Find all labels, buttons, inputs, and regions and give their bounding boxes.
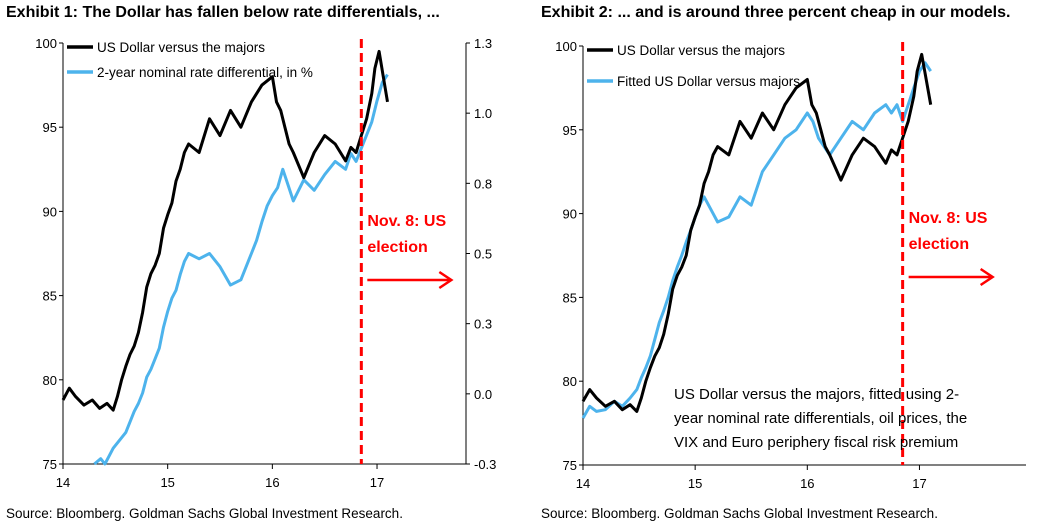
y-left-tick-label: 95 — [563, 123, 577, 138]
election-annotation-line1: Nov. 8: US — [367, 213, 446, 230]
y-right-tick-label: 0.0 — [474, 387, 492, 402]
series-line-usd — [581, 52, 933, 413]
y-left-tick-label: 80 — [563, 374, 577, 389]
y-right-tick-label: 0.3 — [474, 317, 492, 332]
y-right-tick-label: 0.5 — [474, 247, 492, 262]
x-tick-label: 16 — [265, 475, 279, 490]
y-left-tick-label: 90 — [563, 207, 577, 222]
y-left-tick-label: 75 — [43, 457, 57, 472]
chart-note-line: US Dollar versus the majors, fitted usin… — [674, 386, 959, 403]
y-left-tick-label: 95 — [43, 120, 57, 135]
chart-note-line: year nominal rate differentials, oil pri… — [674, 410, 967, 427]
election-arrow-head — [438, 270, 454, 290]
exhibit1-title: Exhibit 1: The Dollar has fallen below r… — [6, 4, 440, 21]
x-tick-label: 15 — [160, 475, 174, 490]
exhibit2-title: Exhibit 2: ... and is around three perce… — [541, 4, 1011, 21]
legend-label-1: 2-year nominal rate differential, in % — [97, 65, 313, 80]
chart-note-line: VIX and Euro periphery fiscal risk premi… — [674, 434, 958, 451]
series-line-usd — [61, 49, 389, 412]
exhibit2-source: Source: Bloomberg. Goldman Sachs Global … — [541, 506, 938, 521]
x-tick-label: 14 — [576, 476, 590, 491]
election-arrow-head — [979, 267, 995, 287]
legend-label-1: Fitted US Dollar versus majors — [617, 74, 800, 89]
x-tick-label: 16 — [800, 476, 814, 491]
y-left-tick-label: 85 — [563, 290, 577, 305]
election-annotation-line2: election — [367, 239, 427, 256]
y-right-tick-label: 1.0 — [474, 106, 492, 121]
series-line-blue — [581, 61, 932, 419]
x-tick-label: 14 — [56, 475, 70, 490]
y-left-tick-label: 75 — [563, 458, 577, 473]
exhibit1-chart: 75 80 85 90 95 100 -0.3 0.0 0.3 0.5 0.8 1.0 1.3 14 15 1… — [35, 36, 496, 490]
y-left-tick-label: 90 — [43, 204, 57, 219]
legend-label-0: US Dollar versus the majors — [97, 40, 265, 55]
x-tick-label: 15 — [688, 476, 702, 491]
election-annotation-line1: Nov. 8: US — [909, 210, 988, 227]
series-line-blue — [93, 73, 389, 466]
y-left-tick-label: 80 — [43, 373, 57, 388]
x-tick-label: 17 — [912, 476, 926, 491]
y-right-tick-label: 0.8 — [474, 176, 492, 191]
y-right-tick-label: 1.3 — [474, 36, 492, 51]
election-annotation-line2: election — [909, 236, 969, 253]
y-right-tick-label: -0.3 — [474, 457, 496, 472]
y-left-tick-label: 85 — [43, 289, 57, 304]
exhibit1-source: Source: Bloomberg. Goldman Sachs Global … — [6, 506, 403, 521]
exhibit2-chart: 75 80 85 90 95 100 14 15 16 17 Nov. 8: US election U… — [555, 39, 1026, 491]
y-left-tick-label: 100 — [35, 36, 57, 51]
x-tick-label: 17 — [370, 475, 384, 490]
y-left-tick-label: 100 — [555, 39, 577, 54]
legend-label-0: US Dollar versus the majors — [617, 43, 785, 58]
